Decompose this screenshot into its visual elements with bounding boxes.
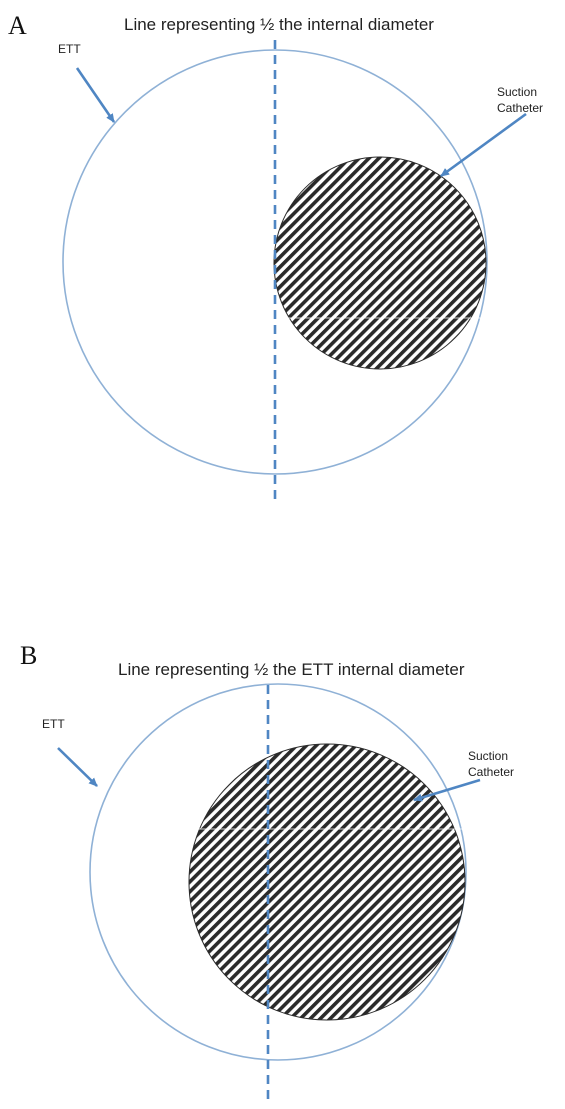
panel-b-ett-circle: [89, 683, 467, 1061]
panel-b-catheter-label-line1: Suction: [468, 749, 508, 763]
panel-b-caption: Line representing ½ the ETT internal dia…: [118, 660, 465, 679]
panel-a-ett-label: ETT: [58, 42, 81, 56]
panel-a-caption: Line representing ½ the internal diamete…: [124, 15, 434, 34]
panel-a-catheter-label-line1: Suction: [497, 85, 537, 99]
panel-b-suction-catheter-circle: [188, 743, 466, 1021]
panel-a-suction-catheter-circle: [273, 156, 487, 370]
panel-b-ett-label: ETT: [42, 717, 65, 731]
panel-a: A Line representing ½ the internal diame…: [8, 11, 543, 502]
panel-a-letter: A: [8, 11, 27, 40]
panel-b-catheter-arrow: [413, 778, 481, 802]
panel-b-catheter-label-line2: Catheter: [468, 765, 514, 779]
panel-b-ett-arrow: [57, 747, 98, 787]
panel-b: B Line representing ½ the ETT internal d…: [20, 641, 514, 1105]
panel-a-ett-circle: [62, 49, 488, 475]
panel-a-catheter-arrow: [440, 112, 527, 178]
panel-a-catheter-label-line2: Catheter: [497, 101, 543, 115]
panel-a-ett-arrow: [75, 67, 116, 123]
panel-b-letter: B: [20, 641, 37, 670]
